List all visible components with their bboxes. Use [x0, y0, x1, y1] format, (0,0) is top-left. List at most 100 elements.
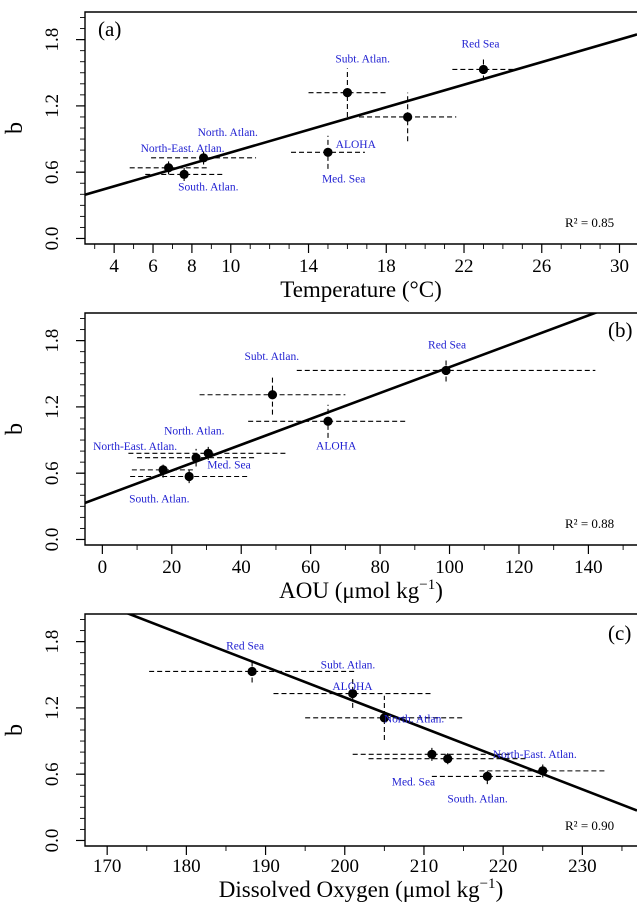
x-tick-label: 220 [489, 856, 518, 877]
point-label: Red Sea [226, 640, 264, 652]
x-axis-label-end: ) [435, 578, 443, 603]
x-tick-label: 170 [93, 856, 122, 877]
data-point [342, 88, 352, 98]
x-tick-label: 230 [568, 856, 597, 877]
point-label: ALOHA [336, 139, 377, 151]
point-label: ALOHA [316, 440, 357, 452]
x-axis-label-end: ) [496, 877, 504, 902]
panel-c: (c) b Dissolved Oxygen (μmol kg−1) R² = … [2, 613, 637, 902]
x-axis-label: Temperature (°C) [280, 277, 441, 302]
data-point [323, 147, 333, 157]
y-tick-label: 1.2 [42, 696, 63, 720]
data-point [441, 365, 451, 376]
x-axis-label-main: AOU (μmol kg [279, 578, 420, 603]
data-point [427, 749, 437, 759]
x-tick-label: 100 [435, 557, 464, 578]
point-label: Subt. Atlan. [321, 660, 376, 672]
x-axis-label: AOU (μmol kg−1) [279, 577, 443, 603]
point-label: North. Atlan. [384, 713, 444, 725]
panel-a: (a) b Temperature (°C) R² = 0.85 0.0 0.6 1… [2, 11, 637, 302]
x-tick-label: 20 [162, 557, 181, 578]
y-axis-label: b [2, 122, 28, 134]
data-point [163, 163, 174, 173]
point-label: Med. Sea [207, 459, 250, 471]
data-point [443, 754, 453, 764]
y-tick-label: 0.6 [42, 762, 63, 786]
x-tick-label: 10 [221, 256, 240, 277]
y-tick-label: 0.6 [42, 160, 63, 184]
point-label: North. Atlan. [164, 426, 224, 438]
point-label: Med. Sea [322, 173, 365, 185]
y-tick-label: 1.8 [42, 630, 63, 654]
x-tick-label: 40 [232, 557, 251, 578]
y-tick-label: 1.2 [42, 94, 63, 118]
x-tick-label: 80 [371, 557, 390, 578]
x-axis-label-main: Dissolved Oxygen (μmol kg [219, 877, 480, 902]
regression-line [85, 33, 637, 197]
point-label: South. Atlan. [447, 793, 508, 805]
point-label: North-East. Atlan. [141, 143, 225, 155]
y-tick-label: 1.2 [42, 395, 63, 419]
data-point [379, 713, 389, 723]
y-tick-label: 0.0 [42, 227, 63, 251]
point-label: Red Sea [461, 38, 499, 50]
y-axis-label: b [2, 423, 28, 435]
data-point [348, 688, 358, 699]
x-tick-label: 0 [98, 557, 108, 578]
data-point [247, 666, 257, 677]
axis-frame [84, 613, 637, 847]
point-label: Med. Sea [392, 777, 435, 789]
point-label: North-East. Atlan. [93, 441, 177, 453]
point-label: Subt. Atlan. [335, 54, 390, 66]
data-point [482, 771, 492, 782]
x-tick-label: 8 [187, 256, 197, 277]
x-tick-label: 6 [148, 256, 158, 277]
r-squared-label: R² = 0.85 [565, 215, 614, 230]
x-tick-label: 30 [610, 256, 629, 277]
r-squared-label: R² = 0.90 [565, 818, 614, 833]
y-tick-label: 1.8 [42, 329, 63, 353]
data-point [198, 153, 209, 163]
point-label: North-East. Atlan. [493, 749, 577, 761]
x-tick-label: 140 [574, 557, 603, 578]
panel-tag: (c) [608, 621, 631, 645]
point-label: ALOHA [332, 681, 373, 693]
y-tick-label: 0.0 [42, 528, 63, 552]
x-axis-label-sup: −1 [419, 577, 435, 593]
y-tick-label: 1.8 [42, 28, 63, 52]
x-axis-label-sup: −1 [480, 876, 496, 892]
panel-tag: (a) [98, 17, 121, 41]
point-label: North. Atlan. [198, 127, 258, 139]
x-tick-label: 26 [532, 256, 551, 277]
x-tick-label: 190 [251, 856, 280, 877]
data-point [191, 453, 201, 463]
data-point [403, 112, 413, 122]
x-tick-label: 60 [301, 557, 320, 578]
x-axis-label: Dissolved Oxygen (μmol kg−1) [219, 876, 503, 902]
x-tick-label: 120 [505, 557, 534, 578]
x-tick-label: 4 [109, 256, 119, 277]
data-point [184, 471, 194, 482]
data-point [538, 766, 548, 776]
x-tick-label: 180 [172, 856, 201, 877]
data-point [267, 390, 278, 400]
x-tick-label: 22 [455, 256, 474, 277]
point-label: South. Atlan. [178, 181, 239, 193]
y-axis-label: b [2, 724, 28, 736]
regression-line [85, 313, 599, 505]
point-label: South. Atlan. [129, 494, 190, 506]
x-tick-label: 18 [377, 256, 396, 277]
regression-line [125, 614, 637, 812]
data-point [158, 465, 168, 475]
panel-tag: (b) [608, 318, 633, 342]
panel-b: (b) b AOU (μmol kg−1) R² = 0.88 0.0 0.6 1.… [2, 312, 637, 603]
y-tick-label: 0.6 [42, 461, 63, 485]
data-point [323, 416, 333, 426]
point-label: Red Sea [428, 339, 466, 351]
y-tick-label: 0.0 [42, 829, 63, 853]
data-point [179, 169, 189, 179]
r-squared-label: R² = 0.88 [565, 516, 614, 531]
axis-frame [84, 11, 637, 245]
x-tick-label: 210 [410, 856, 439, 877]
